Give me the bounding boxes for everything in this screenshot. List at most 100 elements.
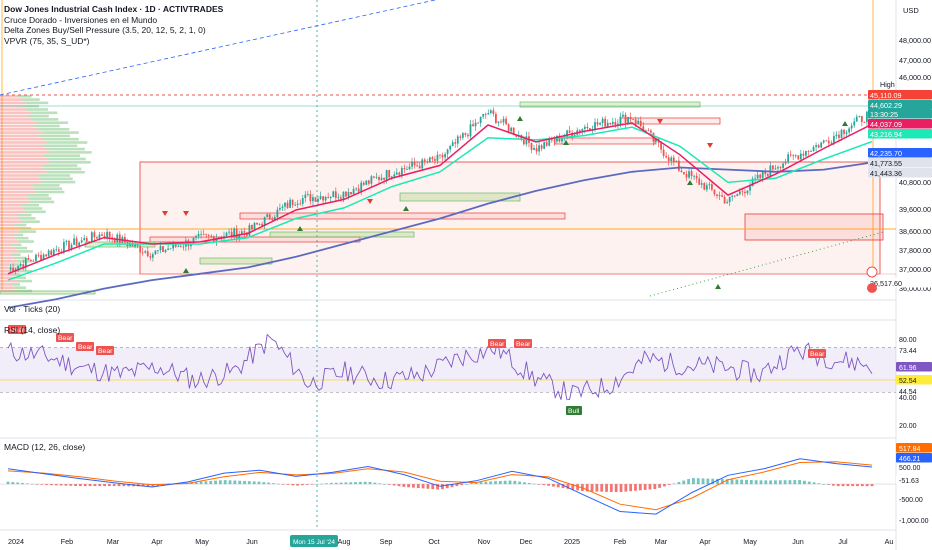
macd-histogram-bar xyxy=(807,481,811,485)
candle-body xyxy=(606,122,609,127)
macd-histogram-bar xyxy=(749,480,753,485)
sell-zone xyxy=(239,212,566,220)
vpvr-bar-down xyxy=(0,269,18,273)
time-axis-label: 2025 xyxy=(564,537,580,546)
macd-histogram-bar xyxy=(262,482,266,485)
chart-title[interactable]: Dow Jones Industrial Cash Index · 1D · A… xyxy=(4,4,224,14)
candle-body xyxy=(469,124,472,137)
macd-histogram-bar xyxy=(465,484,468,485)
candle-body xyxy=(141,252,144,254)
price-tag-label: 41,773.55 xyxy=(870,159,902,168)
candle-body xyxy=(218,237,220,239)
vpvr-bar-up xyxy=(11,253,21,256)
candle-body xyxy=(756,174,759,179)
rsi-bear-label: Bear xyxy=(490,341,505,348)
macd-histogram-bar xyxy=(865,484,869,487)
vpvr-bar-up xyxy=(40,177,73,181)
candle-body xyxy=(853,121,856,126)
candle-body xyxy=(434,159,436,161)
candle-body xyxy=(426,161,429,163)
candle-body xyxy=(423,159,426,162)
candle-body xyxy=(253,222,256,230)
vpvr-bar-down xyxy=(0,260,18,263)
candle-body xyxy=(586,126,589,129)
vpvr-bar-down xyxy=(0,210,26,214)
candle-body xyxy=(484,113,487,115)
candle-body xyxy=(802,153,805,156)
candle-body xyxy=(533,148,535,150)
vpvr-bar-down xyxy=(0,190,36,194)
macd-histogram-bar xyxy=(503,480,507,485)
candle-body xyxy=(210,235,213,237)
macd-pane-title[interactable]: MACD (12, 26, close) xyxy=(4,442,86,452)
candle-body xyxy=(436,154,439,161)
vpvr-bar-up xyxy=(26,194,49,197)
candle-body xyxy=(754,178,756,180)
volume-pane-title[interactable]: Vol · Ticks (20) xyxy=(4,304,61,314)
price-tag-label: 45,110.09 xyxy=(870,91,901,100)
candle-body xyxy=(683,172,685,175)
candle-body xyxy=(256,222,258,225)
price-tag-bg xyxy=(868,119,932,129)
candle-body xyxy=(629,116,632,120)
candle-body xyxy=(73,238,75,245)
candle-body xyxy=(32,260,35,262)
vpvr-bar-up xyxy=(48,141,88,144)
candle-body xyxy=(207,235,210,236)
macd-histogram-bar xyxy=(489,481,493,485)
rsi-band xyxy=(0,347,896,393)
candle-body xyxy=(93,232,96,238)
indicator-golden-cross[interactable]: Cruce Dorado - Inversiones en el Mundo xyxy=(4,14,158,25)
sell-zone xyxy=(554,137,656,145)
vpvr-bar-up xyxy=(46,170,85,174)
candle-body xyxy=(286,202,289,208)
candle-body xyxy=(543,142,546,149)
alert-icon xyxy=(866,266,878,278)
candle-body xyxy=(731,195,734,197)
macd-histogram-bar xyxy=(281,484,285,485)
rsi-tag-bg xyxy=(896,375,932,385)
candle-body xyxy=(500,121,502,123)
candle-body xyxy=(446,149,449,155)
macd-histogram-bar xyxy=(11,482,15,485)
candle-body xyxy=(385,170,388,180)
price-tag-label: 36,517.60 xyxy=(870,279,902,288)
macd-histogram-bar xyxy=(426,484,430,489)
candle-body xyxy=(85,238,88,242)
macd-histogram-bar xyxy=(513,480,517,485)
candle-body xyxy=(408,166,411,170)
indicator-vpvr[interactable]: VPVR (75, 35, S_UD*) xyxy=(4,35,90,46)
candle-body xyxy=(784,162,787,164)
candle-body xyxy=(522,139,525,145)
candle-body xyxy=(716,194,718,196)
vpvr-bar-down xyxy=(0,180,42,184)
vpvr-bar-up xyxy=(18,250,33,253)
candle-body xyxy=(144,251,147,253)
macd-histogram-bar xyxy=(16,482,20,485)
candle-body xyxy=(225,232,228,237)
sell-signal-marker xyxy=(162,211,168,216)
price-tick-label: 39,600.00 xyxy=(899,205,931,214)
candle-body xyxy=(367,180,370,184)
macd-histogram-bar xyxy=(228,480,232,485)
vpvr-bar-down xyxy=(0,170,47,174)
macd-histogram-bar xyxy=(566,484,570,489)
candle-body xyxy=(777,167,779,169)
buy-zone xyxy=(399,192,521,202)
candle-body xyxy=(42,254,45,261)
macd-histogram-bar xyxy=(836,484,840,487)
rsi-pane-title[interactable]: RSI (14, close) xyxy=(4,325,61,335)
indicator-delta-zones[interactable]: Delta Zones Buy/Sell Pressure (3.5, 20, … xyxy=(4,25,206,35)
macd-histogram-bar xyxy=(609,484,613,492)
macd-histogram-bar xyxy=(373,482,377,485)
candle-body xyxy=(317,198,319,202)
vpvr-bar-down xyxy=(0,286,15,289)
rsi-bear-label: Bear xyxy=(10,327,25,334)
rsi-bear-tag xyxy=(96,346,114,355)
candle-body xyxy=(672,157,675,162)
candle-body xyxy=(279,207,281,210)
vpvr-bar-up xyxy=(29,200,55,204)
high-label: High xyxy=(880,80,895,89)
